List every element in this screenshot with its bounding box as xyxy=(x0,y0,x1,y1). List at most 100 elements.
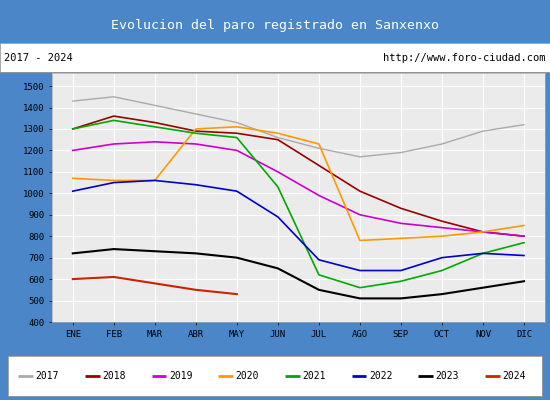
2020 xyxy=(398,236,404,241)
2017 xyxy=(356,154,363,159)
2017 xyxy=(274,135,281,140)
2020 xyxy=(234,124,240,129)
2018 xyxy=(439,219,446,224)
2017 xyxy=(316,146,322,151)
2018 xyxy=(356,189,363,194)
2023 xyxy=(111,247,117,252)
Line: 2024: 2024 xyxy=(73,277,237,294)
2022 xyxy=(111,180,117,185)
Line: 2023: 2023 xyxy=(73,249,524,298)
2023 xyxy=(234,255,240,260)
2017 xyxy=(439,142,446,146)
2022 xyxy=(480,251,486,256)
Text: 2017 - 2024: 2017 - 2024 xyxy=(4,53,73,63)
2017 xyxy=(151,103,158,108)
2017 xyxy=(398,150,404,155)
Text: http://www.foro-ciudad.com: http://www.foro-ciudad.com xyxy=(383,53,546,63)
2017 xyxy=(69,99,76,104)
2019 xyxy=(439,225,446,230)
2022 xyxy=(151,178,158,183)
2021 xyxy=(439,268,446,273)
Line: 2018: 2018 xyxy=(73,116,524,236)
2018 xyxy=(69,126,76,131)
2018 xyxy=(316,163,322,168)
2021 xyxy=(398,279,404,284)
2017 xyxy=(521,122,527,127)
2020 xyxy=(69,176,76,181)
2023 xyxy=(192,251,199,256)
2021 xyxy=(192,131,199,136)
Text: 2021: 2021 xyxy=(302,371,326,381)
2018 xyxy=(151,120,158,125)
2021 xyxy=(480,251,486,256)
2020 xyxy=(192,126,199,131)
2019 xyxy=(274,170,281,174)
2019 xyxy=(151,140,158,144)
2019 xyxy=(234,148,240,153)
2020 xyxy=(151,178,158,183)
2022 xyxy=(192,182,199,187)
2022 xyxy=(356,268,363,273)
2018 xyxy=(274,137,281,142)
2022 xyxy=(316,258,322,262)
2018 xyxy=(521,234,527,239)
2021 xyxy=(111,118,117,123)
2021 xyxy=(274,184,281,189)
Text: 2022: 2022 xyxy=(369,371,393,381)
2022 xyxy=(274,214,281,219)
2017 xyxy=(111,94,117,99)
2023 xyxy=(480,285,486,290)
Line: 2020: 2020 xyxy=(73,127,524,240)
Text: 2017: 2017 xyxy=(36,371,59,381)
2017 xyxy=(192,112,199,116)
Line: 2017: 2017 xyxy=(73,97,524,157)
2022 xyxy=(398,268,404,273)
2019 xyxy=(192,142,199,146)
Text: 2024: 2024 xyxy=(502,371,526,381)
Text: 2018: 2018 xyxy=(102,371,126,381)
2017 xyxy=(480,129,486,134)
2020 xyxy=(480,230,486,234)
2021 xyxy=(151,124,158,129)
2023 xyxy=(398,296,404,301)
2023 xyxy=(521,279,527,284)
2018 xyxy=(234,131,240,136)
2023 xyxy=(316,288,322,292)
2022 xyxy=(521,253,527,258)
2020 xyxy=(439,234,446,239)
2022 xyxy=(439,255,446,260)
Text: Evolucion del paro registrado en Sanxenxo: Evolucion del paro registrado en Sanxenx… xyxy=(111,18,439,32)
Text: 2023: 2023 xyxy=(436,371,459,381)
2020 xyxy=(356,238,363,243)
2020 xyxy=(111,178,117,183)
2023 xyxy=(356,296,363,301)
2018 xyxy=(192,129,199,134)
2022 xyxy=(234,189,240,194)
2024 xyxy=(151,281,158,286)
Line: 2019: 2019 xyxy=(73,142,524,236)
2022 xyxy=(69,189,76,194)
2021 xyxy=(234,135,240,140)
2021 xyxy=(521,240,527,245)
2019 xyxy=(398,221,404,226)
2023 xyxy=(439,292,446,296)
2024 xyxy=(69,277,76,282)
2019 xyxy=(316,193,322,198)
2024 xyxy=(192,288,199,292)
2019 xyxy=(111,142,117,146)
2018 xyxy=(398,206,404,211)
2019 xyxy=(521,234,527,239)
2019 xyxy=(69,148,76,153)
2024 xyxy=(111,274,117,279)
2020 xyxy=(274,131,281,136)
2023 xyxy=(274,266,281,271)
Line: 2021: 2021 xyxy=(73,120,524,288)
2017 xyxy=(234,120,240,125)
2018 xyxy=(480,230,486,234)
2020 xyxy=(316,142,322,146)
Text: 2020: 2020 xyxy=(235,371,259,381)
2023 xyxy=(69,251,76,256)
2021 xyxy=(316,272,322,277)
2020 xyxy=(521,223,527,228)
2024 xyxy=(234,292,240,296)
